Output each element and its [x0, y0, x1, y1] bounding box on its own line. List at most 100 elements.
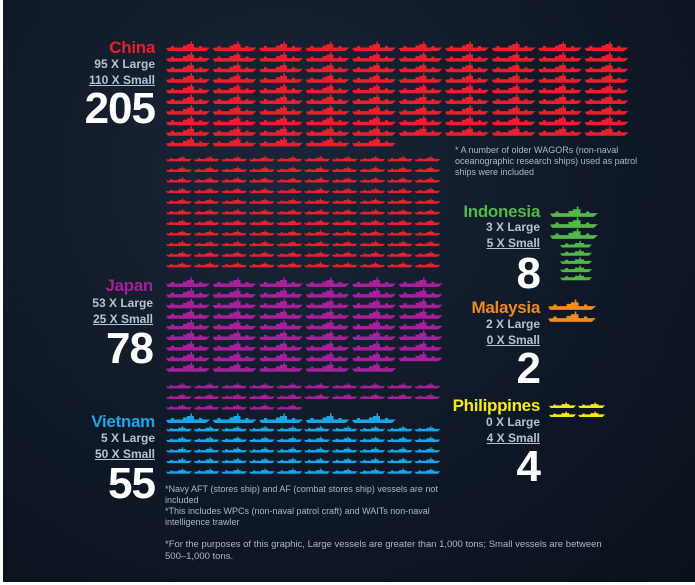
japan-large-vessel [166, 330, 210, 340]
china-large-vessel [305, 62, 350, 73]
china-small-vessel [248, 230, 275, 236]
china-large-vessel [352, 62, 396, 73]
vietnam-small-vessel [166, 468, 192, 474]
china-small-count: 110 X Small [88, 73, 155, 87]
china-large-vessel [166, 105, 210, 115]
china-small-vessel [193, 209, 220, 215]
philippines-small-count: 4 X Small [486, 431, 540, 445]
japan-large-vessel [398, 298, 443, 309]
vietnam-large-vessel [166, 413, 210, 423]
china-large-vessel [445, 115, 489, 126]
japan-large-vessel [166, 277, 210, 287]
vietnam-small-vessel [304, 468, 330, 474]
china-large-vessel [398, 52, 443, 62]
china-large-vessel [584, 52, 629, 62]
japan-large-vessel [259, 341, 303, 351]
china-large-vessel [259, 62, 303, 73]
japan-large-vessel [212, 277, 257, 287]
malaysia-small-count: 0 X Small [486, 333, 540, 347]
china-large-vessel [259, 73, 303, 83]
japan-small-vessel [166, 404, 192, 410]
china-small-vessel [276, 251, 303, 257]
malaysia-large-vessel [548, 311, 596, 322]
china-small-vessel [193, 177, 220, 183]
vietnam-small-vessel [386, 457, 413, 464]
china-large-vessel [212, 126, 257, 136]
china-large-vessel [445, 62, 489, 73]
china-small-vessel [331, 166, 358, 172]
vietnam-small-vessel [276, 436, 303, 442]
china-large-vessel [166, 94, 210, 104]
china-small-vessel [166, 230, 192, 236]
china-large-vessel [305, 73, 350, 83]
vietnam-small-vessel [248, 426, 275, 432]
china-small-vessel [276, 262, 303, 268]
china-large-vessel [166, 62, 210, 73]
japan-small-vessel [304, 383, 330, 389]
vietnam-small-vessel [414, 447, 441, 453]
china-large-vessel [259, 115, 303, 126]
japan-small-vessel [414, 393, 441, 399]
china-small-vessel [414, 262, 441, 268]
vietnam-small-vessel [248, 447, 275, 453]
china-large-vessel [259, 52, 303, 62]
china-small-vessel [193, 187, 220, 194]
vietnam-large-vessel [259, 413, 303, 423]
china-small-vessel [221, 240, 248, 247]
china-large-vessel [259, 41, 303, 51]
vietnam-label: Vietnam [91, 412, 155, 431]
china-large-vessel [212, 136, 257, 147]
china-small-vessel [166, 166, 192, 172]
china-large-vessel [212, 41, 257, 51]
china-large-vessel [538, 62, 582, 73]
japan-large-vessel [259, 298, 303, 309]
china-note: * A number of older WAGORs (non-naval oc… [455, 145, 638, 177]
china-large-vessel [166, 73, 210, 83]
japan-large-vessel [305, 362, 350, 372]
china-large-vessel [259, 83, 303, 94]
china-large-vessel [212, 115, 257, 126]
china-large-vessel [491, 105, 536, 115]
vietnam-small-vessel [248, 457, 275, 464]
china-large-vessel [352, 52, 396, 62]
japan-total: 78 [106, 324, 154, 373]
japan-small-vessel [166, 393, 192, 399]
china-large-vessel [212, 62, 257, 73]
china-large-vessel [538, 115, 582, 126]
vietnam-small-vessel [193, 426, 220, 432]
china-large-vessel [166, 115, 210, 126]
japan-small-vessel [248, 404, 275, 410]
china-small-vessel [221, 198, 248, 204]
japan-large-vessel [212, 351, 257, 362]
china-large-vessel [584, 62, 629, 73]
china-small-vessel [221, 156, 248, 162]
japan-large-vessel [212, 341, 257, 351]
vietnam-small-vessel [248, 436, 275, 442]
japan-small-vessel [248, 393, 275, 399]
japan-large-vessel [305, 341, 350, 351]
vietnam-small-vessel [359, 426, 386, 432]
china-small-vessel [304, 262, 330, 268]
china-small-vessel [276, 177, 303, 183]
china-label: China [109, 38, 155, 57]
japan-large-vessel [212, 288, 257, 298]
china-small-vessel [193, 166, 220, 172]
vietnam-small-vessel [304, 426, 330, 432]
china-small-vessel [359, 156, 386, 162]
vietnam-large-vessel [352, 413, 396, 423]
japan-large-vessel [166, 298, 210, 309]
china-small-vessel [221, 187, 248, 194]
vietnam-small-vessel [276, 447, 303, 453]
vietnam-small-vessel [386, 426, 413, 432]
china-small-vessel [386, 187, 413, 194]
china-small-vessel [331, 177, 358, 183]
vietnam-note-1: *Navy AFT (stores ship) and AF (combat s… [165, 484, 438, 505]
china-small-vessel [248, 198, 275, 204]
china-small-vessel [221, 262, 248, 268]
china-small-vessel [414, 166, 441, 172]
china-small-vessel [248, 219, 275, 225]
china-small-vessel [386, 156, 413, 162]
china-large-vessel [305, 136, 350, 147]
japan-large-vessel [398, 309, 443, 319]
japan-small-vessel [276, 404, 303, 410]
